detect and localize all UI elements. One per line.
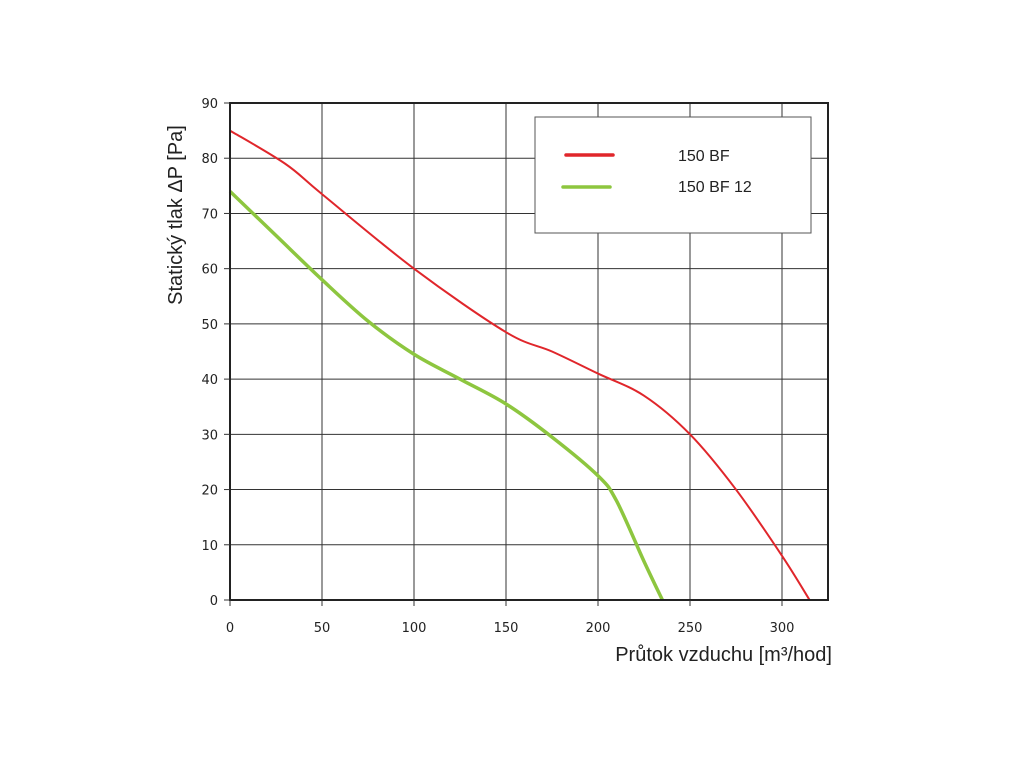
x-tick-label: 150: [494, 621, 519, 636]
plot-frame: [229, 102, 829, 601]
x-tick-label: 200: [586, 621, 611, 636]
y-tick-label: 50: [201, 318, 218, 333]
y-tick-label: 20: [201, 484, 218, 499]
x-tick-label: 300: [770, 621, 795, 636]
x-axis-label: Průtok vzduchu [m³/hod]: [615, 644, 832, 666]
legend: 150 BF 150 BF 12: [534, 116, 812, 234]
x-tick-label: 50: [314, 621, 331, 636]
y-tick-label: 0: [210, 594, 218, 609]
y-tick-label: 70: [201, 207, 218, 222]
y-axis-label: Statický tlak ΔP [Pa]: [165, 125, 187, 305]
y-tick-label: 80: [201, 152, 218, 167]
y-tick-label: 90: [201, 97, 218, 112]
series-line-150-bf: [229, 129, 811, 601]
series-line-150-bf-12: [228, 190, 664, 601]
y-tick-label: 60: [201, 263, 218, 278]
legend-box: [534, 116, 812, 234]
legend-label-150-bf-12: 150 BF 12: [678, 179, 752, 196]
x-tick-label: 0: [226, 621, 234, 636]
series-group: [228, 129, 811, 601]
legend-label-150-bf: 150 BF: [678, 148, 730, 165]
ticks: 0 50 100 150 200 250 300 0 10 20 30 40 50 60 70 80 90: [201, 97, 794, 636]
x-tick-label: 100: [402, 621, 427, 636]
y-tick-label: 40: [201, 373, 218, 388]
x-tick-label: 250: [678, 621, 703, 636]
y-tick-label: 30: [201, 428, 218, 443]
y-tick-label: 10: [201, 539, 218, 554]
